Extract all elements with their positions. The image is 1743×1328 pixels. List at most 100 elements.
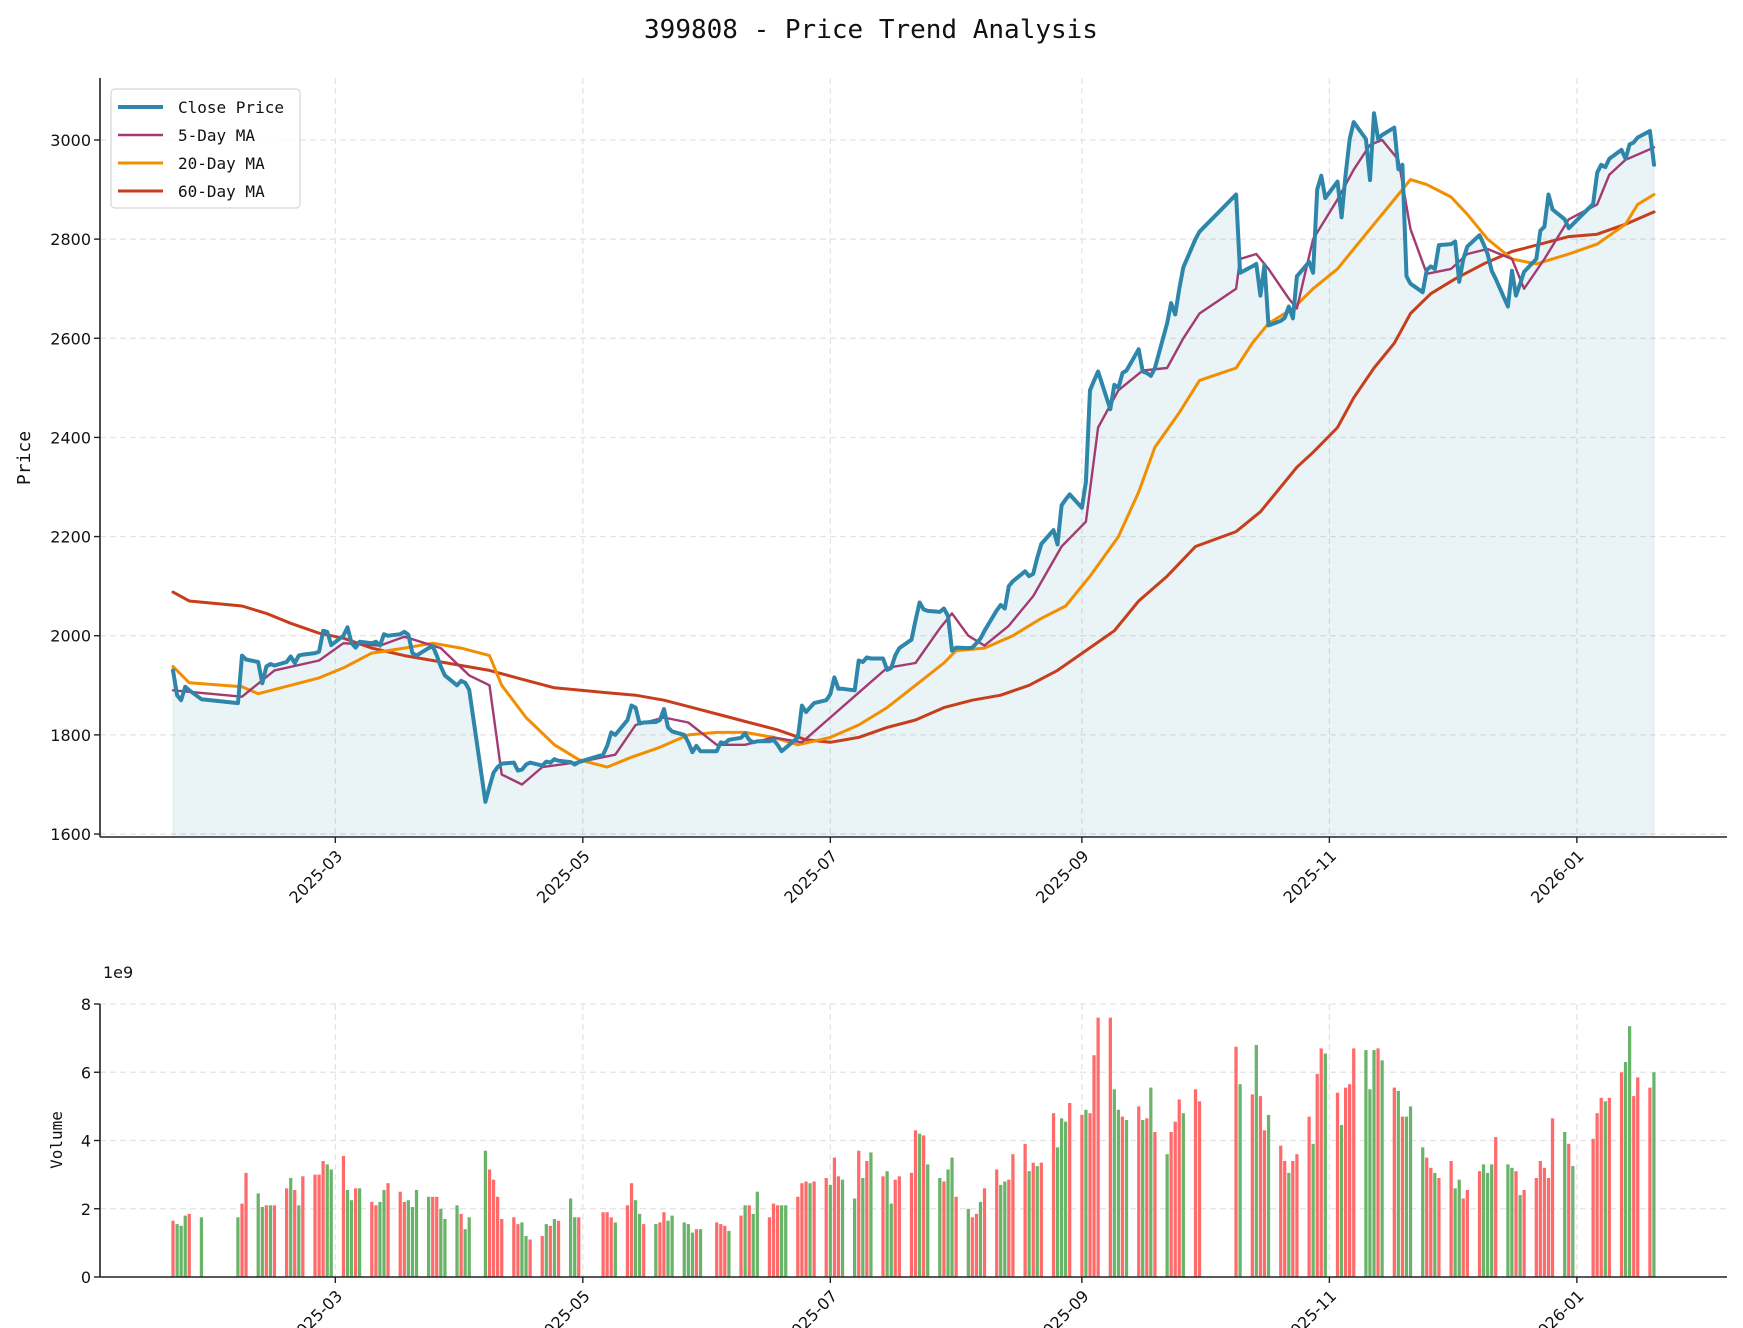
legend-label: 60-Day MA [178,182,265,201]
price-x-ticks: 2025-03 2025-05 2025-07 2025-09 2025-11 2026-… [285,837,1588,907]
volume-bar [1636,1077,1640,1277]
volume-bar [491,1179,496,1277]
volume-bar [800,1183,804,1277]
volume-bar [402,1201,406,1277]
volume-bar [840,1179,845,1277]
volume-bar [1599,1097,1603,1277]
volume-bar [755,1191,759,1277]
volume-bar [897,1176,901,1277]
volume-bar [1429,1167,1433,1277]
volume-bar [865,1161,869,1277]
volume-bar [966,1208,970,1278]
volume-bar [354,1188,358,1277]
y-tick-label: 1600 [50,825,91,844]
volume-bar [1064,1121,1068,1277]
volume-bar [573,1217,577,1277]
volume-bar [1254,1045,1258,1277]
volume-bar [1027,1171,1031,1277]
volume-bar [1116,1109,1121,1277]
volume-bar [609,1217,613,1277]
x-tick-label: 2025-11 [1279,1286,1340,1328]
y-tick-label: 6 [81,1063,91,1082]
volume-bar [1400,1116,1405,1277]
volume-bar [317,1174,321,1277]
volume-bar [455,1205,459,1277]
volume-bar [512,1217,516,1277]
volume-bar [297,1205,301,1277]
volume-bar [1319,1048,1323,1277]
close-price-area-fill [172,113,1655,838]
volume-bar [1506,1164,1510,1277]
volume-bar [629,1183,634,1277]
volume-bar [1250,1094,1254,1277]
volume-bar [1486,1172,1490,1277]
volume-bar [1088,1113,1092,1277]
x-tick-label: 2026-01 [1527,1286,1588,1328]
volume-bar [175,1224,179,1277]
chart-title: 399808 - Price Trend Analysis [644,15,1098,45]
volume-bar [552,1219,557,1277]
volume-bar [1011,1154,1015,1277]
volume-bar [435,1196,439,1277]
y-tick-label: 2000 [50,627,91,646]
volume-bar [686,1224,690,1277]
volume-bar [889,1203,893,1277]
volume-bar [1335,1092,1340,1277]
legend-item: 20-Day MA [118,154,265,173]
y-tick-label: 3000 [50,131,91,150]
volume-bar [1238,1084,1242,1277]
volume-bar [386,1183,390,1277]
volume-bar [1465,1190,1469,1277]
volume-bar [995,1169,999,1277]
volume-bar [605,1212,609,1277]
volume-bar [1652,1072,1656,1278]
5-day-ma-line [171,138,1656,786]
volume-bar [1477,1171,1482,1277]
volume-bar [1648,1087,1652,1277]
volume-bar [1080,1114,1084,1277]
volume-bar [1408,1106,1413,1277]
volume-bar [374,1205,378,1277]
volume-bar [881,1176,885,1277]
volume-bar [1124,1120,1129,1277]
y-tick-label: 8 [81,995,91,1014]
volume-bar [982,1188,987,1277]
price-grid [100,78,1727,837]
volume-bar [1404,1116,1409,1277]
y-tick-label: 2600 [50,329,91,348]
volume-bar [1197,1101,1202,1277]
volume-bar [1092,1055,1096,1277]
volume-bar [613,1222,617,1277]
volume-bar [443,1219,447,1277]
volume-bar [1287,1172,1291,1277]
volume-bar [1392,1087,1396,1277]
volume-bar [1279,1145,1283,1277]
volume-bar [690,1232,695,1277]
volume-bar [1311,1143,1315,1277]
volume-bar [569,1198,573,1277]
volume-bar [1193,1089,1198,1277]
volume-bar [406,1200,410,1277]
volume-bar [1023,1143,1027,1277]
volume-bar [1595,1113,1599,1277]
volume-bar [289,1178,293,1277]
y-tick-label: 4 [81,1132,91,1151]
volume-bar [1457,1179,1461,1277]
volume-bar [1315,1074,1319,1277]
volume-bar [1372,1050,1376,1277]
volume-bar [487,1169,492,1277]
volume-bar [544,1224,548,1277]
volume-bar [853,1198,857,1277]
volume-bar [1494,1137,1498,1277]
volume-bar [633,1200,638,1277]
volume-bar [1425,1157,1429,1277]
volume-bar [1068,1103,1072,1277]
volume-bar [260,1207,264,1277]
volume-bar [1153,1132,1157,1277]
volume-bar [723,1225,727,1277]
volume-bar [1461,1198,1465,1277]
volume-bar [1149,1087,1153,1277]
volume-bar [808,1183,812,1277]
volume-bar [1380,1060,1384,1277]
